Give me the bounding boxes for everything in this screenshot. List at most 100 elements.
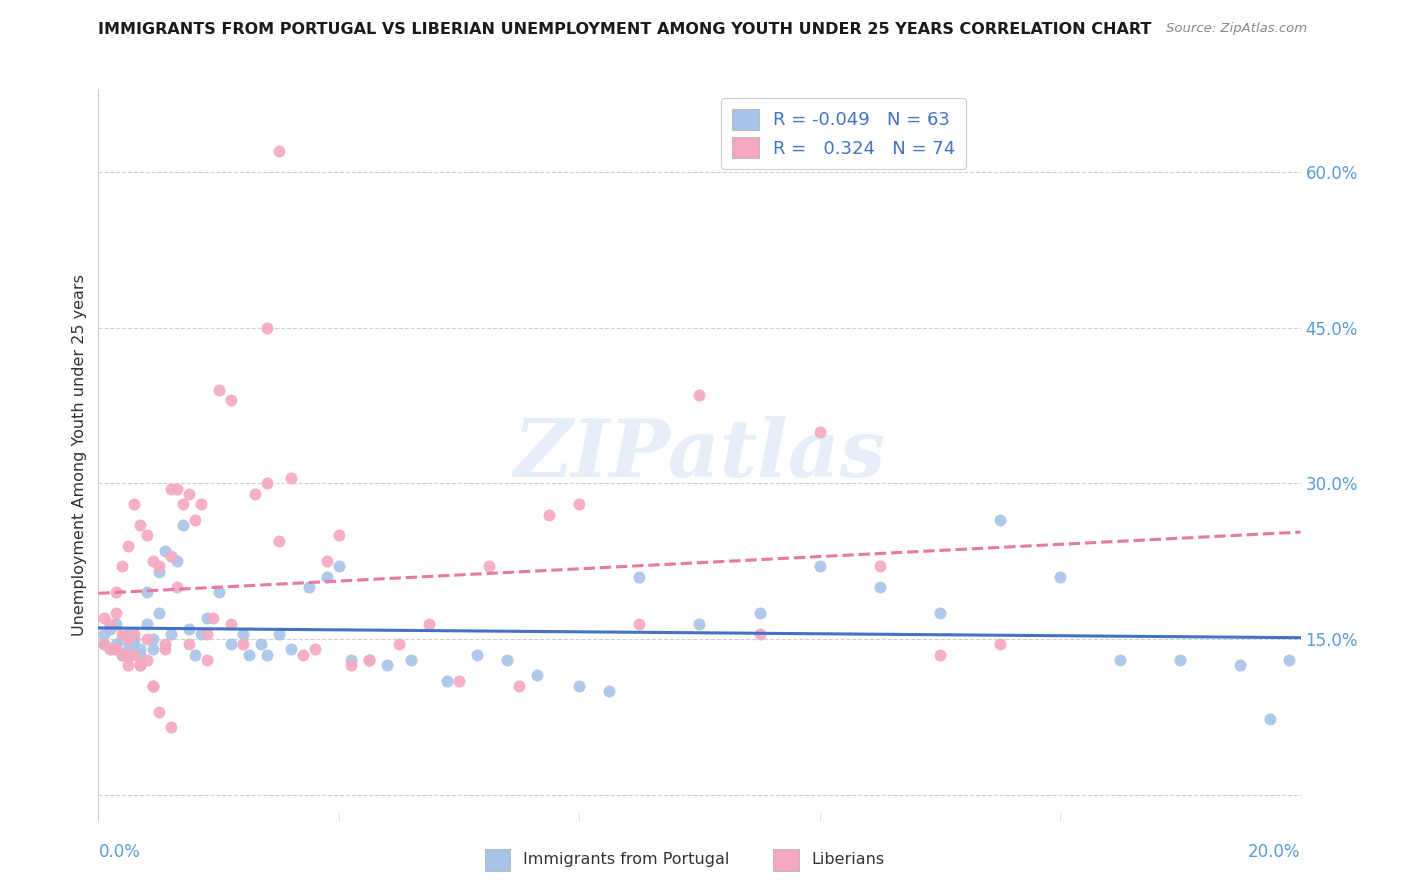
Point — [135, 585, 157, 599]
Point — [148, 705, 170, 719]
Text: Source: ZipAtlas.com: Source: ZipAtlas.com — [1167, 22, 1308, 36]
Point — [111, 648, 134, 662]
Point — [153, 637, 176, 651]
Point — [100, 622, 122, 636]
Point — [748, 627, 770, 641]
Point — [111, 559, 134, 574]
Point — [195, 627, 218, 641]
Point — [357, 653, 380, 667]
Point — [124, 632, 146, 646]
Point — [929, 606, 952, 620]
Point — [141, 554, 163, 568]
Point — [117, 642, 139, 657]
Point — [105, 606, 128, 620]
Point — [628, 570, 651, 584]
Point — [183, 648, 205, 662]
Point — [141, 642, 163, 657]
Point — [183, 513, 205, 527]
Point — [232, 637, 254, 651]
Point — [496, 653, 519, 667]
Point — [315, 570, 337, 584]
Y-axis label: Unemployment Among Youth under 25 years: Unemployment Among Youth under 25 years — [72, 274, 87, 636]
Point — [117, 648, 139, 662]
Point — [267, 145, 290, 159]
Legend: R = -0.049   N = 63, R =   0.324   N = 74: R = -0.049 N = 63, R = 0.324 N = 74 — [721, 98, 966, 169]
Point — [249, 637, 271, 651]
Point — [129, 518, 152, 533]
Point — [1170, 653, 1192, 667]
Point — [929, 648, 952, 662]
Point — [129, 648, 152, 662]
Point — [357, 653, 380, 667]
Point — [808, 425, 831, 439]
Point — [93, 637, 115, 651]
Point — [135, 653, 157, 667]
Text: ZIPatlas: ZIPatlas — [513, 417, 886, 493]
Text: 0.0%: 0.0% — [98, 843, 141, 861]
Point — [135, 528, 157, 542]
Point — [465, 648, 488, 662]
Point — [117, 627, 139, 641]
Point — [129, 658, 152, 673]
Point — [988, 637, 1011, 651]
Point — [256, 648, 278, 662]
Point — [568, 497, 591, 511]
Point — [159, 627, 181, 641]
Point — [208, 383, 231, 397]
Point — [243, 487, 266, 501]
Point — [124, 637, 146, 651]
Point — [208, 585, 231, 599]
Point — [172, 497, 194, 511]
Point — [328, 528, 350, 542]
Point — [124, 627, 146, 641]
Point — [100, 642, 122, 657]
Point — [388, 637, 411, 651]
Point — [219, 616, 242, 631]
Point — [1277, 653, 1299, 667]
Point — [418, 616, 440, 631]
Point — [219, 637, 242, 651]
Point — [177, 487, 200, 501]
Point — [148, 606, 170, 620]
Point — [628, 616, 651, 631]
Point — [153, 642, 176, 657]
Point — [148, 565, 170, 579]
Point — [166, 580, 188, 594]
Point — [538, 508, 561, 522]
Point — [195, 653, 218, 667]
Point — [195, 611, 218, 625]
Point — [105, 642, 128, 657]
Point — [166, 482, 188, 496]
Point — [172, 518, 194, 533]
Point — [105, 637, 128, 651]
Point — [124, 497, 146, 511]
Point — [340, 658, 363, 673]
Point — [201, 611, 224, 625]
Point — [304, 642, 326, 657]
Point — [153, 544, 176, 558]
Text: Liberians: Liberians — [811, 853, 884, 867]
Point — [100, 616, 122, 631]
Point — [105, 642, 128, 657]
Point — [111, 627, 134, 641]
Point — [748, 606, 770, 620]
Point — [478, 559, 501, 574]
Point — [129, 642, 152, 657]
Point — [315, 554, 337, 568]
Point — [135, 616, 157, 631]
Point — [177, 622, 200, 636]
Point — [375, 658, 398, 673]
Point — [1229, 658, 1251, 673]
Text: IMMIGRANTS FROM PORTUGAL VS LIBERIAN UNEMPLOYMENT AMONG YOUTH UNDER 25 YEARS COR: IMMIGRANTS FROM PORTUGAL VS LIBERIAN UNE… — [98, 22, 1152, 37]
Point — [159, 549, 181, 563]
Point — [93, 611, 115, 625]
Point — [219, 393, 242, 408]
Point — [238, 648, 260, 662]
Point — [526, 668, 548, 682]
Point — [166, 554, 188, 568]
Point — [190, 497, 212, 511]
Point — [148, 559, 170, 574]
Point — [117, 632, 139, 646]
Point — [159, 720, 181, 734]
Point — [117, 648, 139, 662]
